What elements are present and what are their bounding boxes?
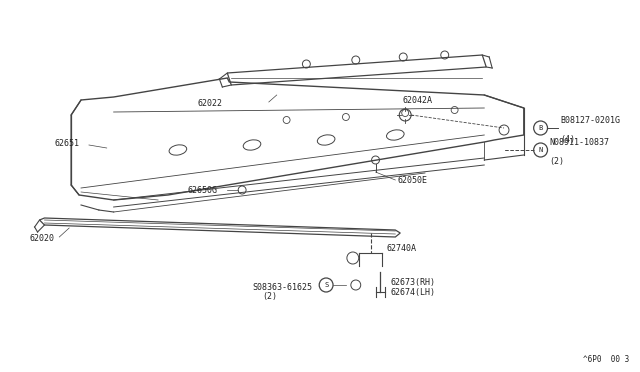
Text: 62651: 62651 <box>54 138 79 148</box>
Text: (2): (2) <box>262 292 277 301</box>
Text: (4): (4) <box>561 135 575 144</box>
Text: 62050E: 62050E <box>397 176 428 185</box>
Text: 62022: 62022 <box>198 99 223 108</box>
Text: N08911-10837: N08911-10837 <box>550 138 609 147</box>
Text: 62650G: 62650G <box>188 186 218 195</box>
Text: N: N <box>538 147 543 153</box>
Text: ^6P0  00 3: ^6P0 00 3 <box>583 356 629 365</box>
Text: S: S <box>324 282 328 288</box>
Text: (2): (2) <box>550 157 564 166</box>
Text: 62673(RH): 62673(RH) <box>390 278 435 286</box>
Text: B: B <box>538 125 543 131</box>
Text: B08127-0201G: B08127-0201G <box>561 116 620 125</box>
Text: 62020: 62020 <box>29 234 54 243</box>
Text: 62740A: 62740A <box>387 244 417 253</box>
Text: S08363-61625: S08363-61625 <box>252 282 312 292</box>
Text: 62674(LH): 62674(LH) <box>390 288 435 296</box>
Text: 62042A: 62042A <box>402 96 432 105</box>
